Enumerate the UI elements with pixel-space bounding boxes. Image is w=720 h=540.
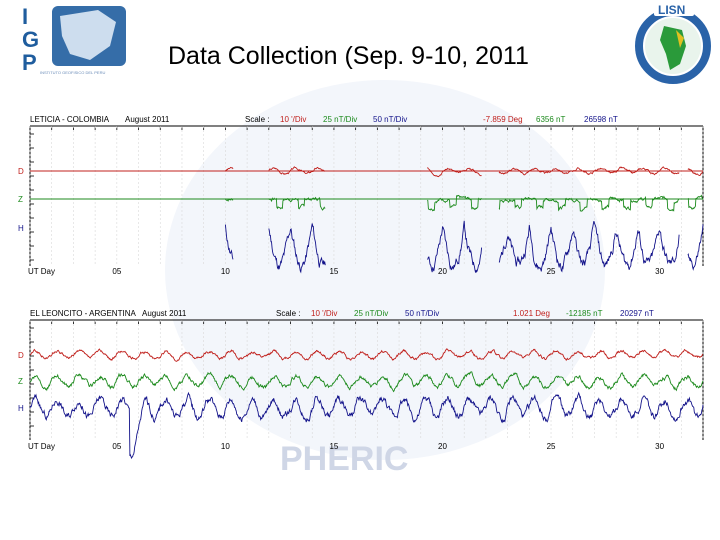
series-d-segment: [268, 166, 326, 176]
igp-letter-g: G: [22, 27, 39, 52]
channel-label-d: D: [18, 351, 24, 360]
baseline-value-z: -12185 nT: [566, 309, 603, 318]
magnetogram-panel-2: EL LEONCITO - ARGENTINA August 2011 Scale …: [18, 309, 704, 460]
x-tick-label: 05: [112, 442, 121, 451]
series-h-segment: [268, 223, 326, 274]
series-d-segment: [498, 166, 680, 176]
period-label: August 2011: [142, 309, 187, 318]
baseline-value-h: 26598 nT: [584, 115, 618, 124]
series-h-segment: [224, 224, 234, 260]
series-z-segment: [498, 195, 680, 212]
series-d-segment: [29, 348, 704, 362]
x-tick-label: 10: [221, 442, 230, 451]
scale-value-z: 25 nT/Div: [354, 309, 388, 318]
igp-subtitle: INSTITUTO GEOFISICO DEL PERU: [40, 70, 105, 75]
series-z-segment: [268, 196, 326, 211]
series-z-segment: [427, 194, 482, 212]
x-tick-label: 25: [547, 442, 556, 451]
series-z-segment: [687, 194, 704, 210]
x-tick-label: 30: [655, 442, 664, 451]
igp-letter-p: P: [22, 50, 37, 75]
scale-label: Scale :: [276, 309, 300, 318]
scale-value-h: 50 nT/Div: [373, 115, 407, 124]
igp-letter-i: I: [22, 4, 28, 29]
x-tick-label: 20: [438, 442, 447, 451]
x-tick-label: 15: [329, 442, 338, 451]
igp-logo: I G P INSTITUTO GEOFISICO DEL PERU: [22, 4, 126, 75]
series-z-segment: [29, 371, 704, 393]
series-d-segment: [427, 167, 482, 178]
series-d-line: [224, 166, 704, 178]
scale-value-z: 25 nT/Div: [323, 115, 357, 124]
slide-title: Data Collection (Sep. 9-10, 2011: [168, 42, 529, 70]
lisn-name: LISN: [658, 3, 685, 17]
series-h-segment: [498, 220, 680, 273]
series-h-segment: [29, 391, 704, 460]
scale-value-d: 10 '/Div: [280, 115, 306, 124]
series-h-line: [224, 220, 704, 274]
x-tick-label: 05: [112, 267, 121, 276]
x-tick-label: 10: [221, 267, 230, 276]
x-tick-label: 25: [547, 267, 556, 276]
baseline-value-h: 20297 nT: [620, 309, 654, 318]
scale-value-h: 50 nT/Div: [405, 309, 439, 318]
series-d-line: [29, 348, 704, 362]
series-d-segment: [224, 166, 234, 172]
series-h-segment: [427, 220, 483, 273]
series-h-segment: [687, 224, 704, 271]
baseline-value-z: 6356 nT: [536, 115, 565, 124]
baseline-value-d: 1.021 Deg: [513, 309, 550, 318]
channel-label-h: H: [18, 404, 24, 413]
magnetogram-panel-1: LETICIA - COLOMBIA August 2011 Scale : 10 '…: [18, 115, 704, 276]
x-tick-label: 15: [329, 267, 338, 276]
station-name: LETICIA - COLOMBIA: [30, 115, 110, 124]
baseline-value-d: -7.859 Deg: [483, 115, 523, 124]
lisn-watermark: PHERIC: [165, 80, 605, 478]
scale-value-d: 10 '/Div: [311, 309, 337, 318]
x-tick-label: 30: [655, 267, 664, 276]
series-z-line: [225, 194, 704, 212]
series-d-segment: [687, 167, 704, 176]
channel-label-z: Z: [18, 377, 23, 386]
period-label: August 2011: [125, 115, 170, 124]
x-axis-label: UT Day: [28, 267, 55, 276]
station-name: EL LEONCITO - ARGENTINA: [30, 309, 136, 318]
channel-label-d: D: [18, 167, 24, 176]
channel-label-z: Z: [18, 195, 23, 204]
series-h-line: [29, 391, 704, 460]
watermark-text: PHERIC: [280, 440, 408, 478]
x-tick-label: 20: [438, 267, 447, 276]
lisn-logo: LISN: [635, 2, 711, 84]
x-axis-label: UT Day: [28, 442, 55, 451]
channel-label-h: H: [18, 224, 24, 233]
series-z-line: [29, 371, 704, 393]
scale-label: Scale :: [245, 115, 269, 124]
series-z-segment: [225, 197, 234, 202]
